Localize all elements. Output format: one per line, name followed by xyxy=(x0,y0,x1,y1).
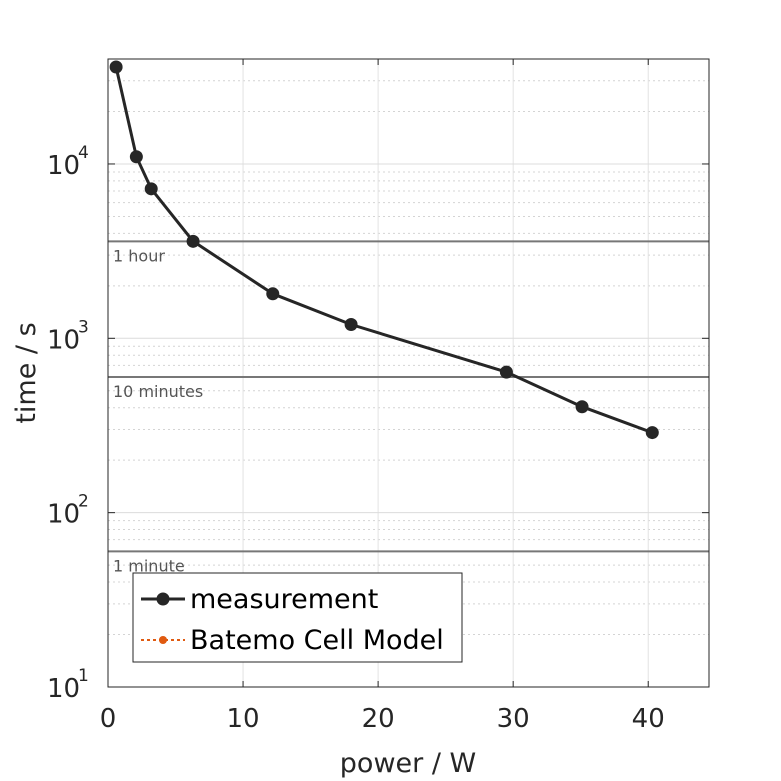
y-tick-label-base: 10 xyxy=(47,151,80,181)
y-tick-label-exponent: 1 xyxy=(78,666,89,686)
data-point xyxy=(575,400,589,414)
reference-line-label: 1 hour xyxy=(113,246,165,265)
x-tick-label: 20 xyxy=(362,704,395,734)
y-tick-label-exponent: 2 xyxy=(78,492,89,512)
y-axis-label: time / s xyxy=(11,322,42,423)
data-point xyxy=(109,60,123,74)
reference-line-label: 10 minutes xyxy=(113,382,203,401)
reference-lines: 1 hour 10 minutes 1 minute xyxy=(108,240,709,575)
data-point xyxy=(129,150,143,164)
x-axis-ticks: 0 10 20 30 40 xyxy=(100,59,665,734)
y-tick-label-exponent: 3 xyxy=(78,317,89,337)
reference-line-label: 1 minute xyxy=(113,556,185,575)
x-tick-label: 40 xyxy=(632,704,665,734)
legend: measurement Batemo Cell Model xyxy=(132,572,463,663)
x-axis-label: power / W xyxy=(340,748,476,779)
legend-marker xyxy=(156,592,170,606)
legend-box xyxy=(132,572,463,663)
x-tick-label: 30 xyxy=(497,704,530,734)
data-point xyxy=(266,287,280,301)
data-point xyxy=(186,234,200,248)
y-tick-label-base: 10 xyxy=(47,325,80,355)
y-tick-label-base: 10 xyxy=(47,674,80,704)
data-point xyxy=(499,365,513,379)
legend-entry-label: Batemo Cell Model xyxy=(190,625,444,656)
data-point xyxy=(144,182,158,196)
y-tick-label-exponent: 4 xyxy=(78,143,89,163)
x-tick-label: 0 xyxy=(100,704,117,734)
legend-entry-label: measurement xyxy=(190,584,378,615)
legend-marker xyxy=(159,636,167,644)
data-point xyxy=(344,318,358,332)
plot-frame xyxy=(107,58,710,688)
x-tick-label: 10 xyxy=(227,704,260,734)
data-point xyxy=(645,426,659,440)
y-tick-label-base: 10 xyxy=(47,500,80,530)
series-layer xyxy=(109,60,659,440)
